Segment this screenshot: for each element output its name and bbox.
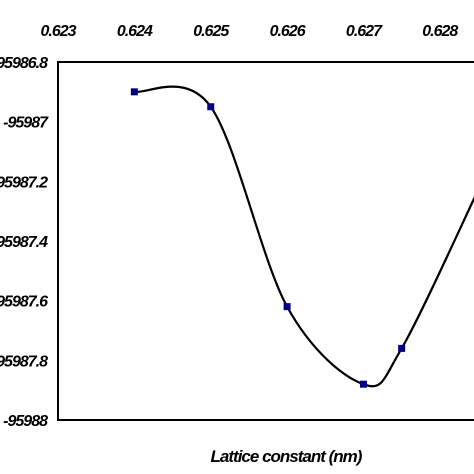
x-axis-ticks: 0.623 0.624 0.625 0.626 0.627 0.628	[40, 23, 459, 40]
y-axis-ticks: -95986.8 -95987 -95987.2 -95987.4 -95987.6 -9…	[0, 55, 50, 430]
x-tick-label: 0.626	[270, 23, 306, 40]
x-axis-title: Lattice constant (nm)	[211, 447, 363, 466]
plot-area	[57, 61, 474, 421]
y-tick-label: -95987.6	[0, 294, 48, 311]
data-point-marker	[398, 344, 406, 352]
data-point-marker	[283, 303, 291, 311]
y-tick-label: -95987.8	[0, 353, 48, 370]
x-tick-label: 0.624	[117, 23, 153, 40]
data-point-marker	[130, 88, 138, 96]
y-tick-label: -95986.8	[0, 55, 48, 72]
x-tick-label: 0.627	[346, 23, 383, 40]
x-tick-label: 0.628	[422, 23, 458, 40]
data-markers	[130, 88, 406, 388]
y-tick-label: -95987.4	[0, 234, 48, 251]
y-tick-label: -95988	[3, 413, 48, 430]
y-tick-label: -95987	[3, 115, 49, 132]
y-tick-label: -95987.2	[0, 174, 48, 191]
data-point-marker	[359, 380, 367, 388]
x-tick-label: 0.623	[40, 23, 76, 40]
data-point-marker	[207, 103, 215, 111]
series-line	[134, 85, 474, 388]
x-tick-label: 0.625	[193, 23, 230, 40]
